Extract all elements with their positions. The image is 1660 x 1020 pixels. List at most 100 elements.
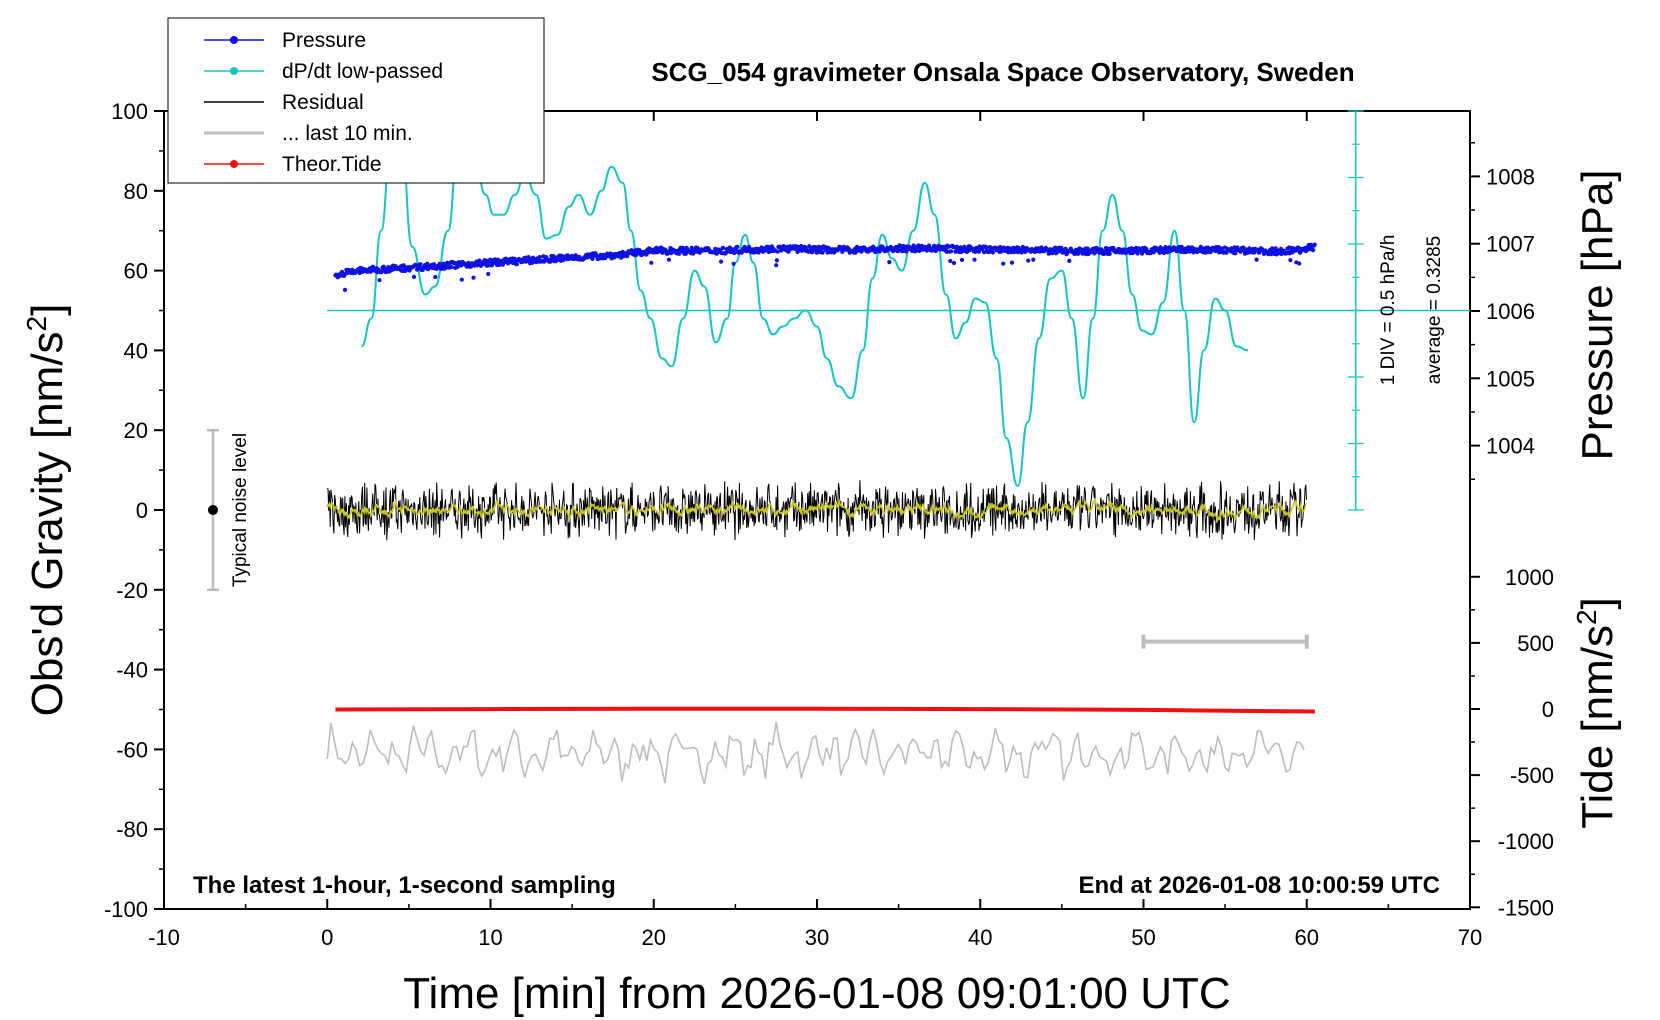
pressure-point <box>431 262 436 267</box>
y-left-tick-label: 0 <box>136 498 148 523</box>
pressure-point <box>1107 251 1112 256</box>
pressure-point <box>1233 251 1238 256</box>
pressure-point <box>807 244 812 249</box>
pressure-point <box>810 250 815 255</box>
series-layer <box>206 110 1470 785</box>
pressure-point <box>774 263 779 268</box>
pressure-tick-label: 1005 <box>1486 366 1535 391</box>
x-tick-label: 70 <box>1458 925 1482 950</box>
pressure-point <box>590 256 595 261</box>
pressure-point <box>799 243 804 249</box>
legend-entry: dP/dt low-passed <box>204 60 443 83</box>
x-axis-title: Time [min] from 2026-01-08 09:01:00 UTC <box>403 969 1230 1018</box>
legend-entry: ... last 10 min. <box>204 122 413 145</box>
pressure-point <box>887 260 892 265</box>
pressure-point <box>774 258 780 263</box>
pressure-point <box>984 245 989 250</box>
pressure-point <box>926 243 932 248</box>
pressure-tick-label: 1008 <box>1486 164 1535 189</box>
pressure-point <box>721 245 726 251</box>
axis-ticks: -10 0 10 20 30 40 50 60 70100806040200-20-40-60-… <box>104 99 1554 950</box>
x-tick-label: 20 <box>642 925 666 950</box>
pressure-point <box>486 271 491 277</box>
noise-level-center-dot <box>207 505 218 515</box>
pressure-point <box>649 260 654 265</box>
pressure-point <box>1311 248 1316 253</box>
pressure-tick-label: 1006 <box>1486 299 1535 324</box>
pressure-point <box>911 243 916 248</box>
pressure-point <box>948 258 953 264</box>
pressure-point <box>766 244 771 249</box>
y-axis-title-left-sup: 2 <box>21 316 52 332</box>
pressure-point <box>411 274 417 279</box>
pressure-point <box>719 259 724 264</box>
tide-tick-label: -1000 <box>1498 829 1554 854</box>
pressure-point <box>1151 250 1156 255</box>
y-left-tick-label: 100 <box>111 99 148 124</box>
y-axis-title-tide: Tide [nm/s2] <box>1571 597 1622 829</box>
pressure-point <box>820 250 825 255</box>
legend-label: dP/dt low-passed <box>282 60 443 83</box>
y-left-tick-label: 60 <box>124 259 148 284</box>
y-left-tick-label: 20 <box>124 418 148 443</box>
pressure-point <box>471 275 476 280</box>
legend-swatch-marker <box>230 36 238 44</box>
pressure-point <box>746 244 752 249</box>
residual-smooth-line <box>326 497 1307 522</box>
pressure-point <box>548 259 553 264</box>
pressure-point <box>459 277 464 282</box>
pressure-point <box>854 244 860 249</box>
pressure-point <box>944 249 949 254</box>
x-tick-label: 10 <box>478 925 502 950</box>
pressure-point <box>486 263 491 268</box>
pressure-point <box>379 269 384 275</box>
pressure-series <box>333 242 1317 292</box>
legend-items: Pressure dP/dt low-passed Residual ... last… <box>204 29 443 176</box>
div-label: 1 DIV = 0.5 hPa/h <box>1378 235 1399 386</box>
end-time-note: End at 2026-01-08 10:00:59 UTC <box>1079 872 1441 899</box>
last10-series-line <box>326 721 1305 785</box>
tide-tick-label: 1000 <box>1505 565 1554 590</box>
pressure-point <box>1067 258 1072 263</box>
pressure-point <box>735 244 740 249</box>
pressure-point <box>418 262 423 267</box>
pressure-point <box>948 249 954 254</box>
pressure-point <box>962 244 967 249</box>
pressure-point <box>1031 257 1036 262</box>
y-left-tick-label: -100 <box>104 897 148 922</box>
average-label: average = 0.3285 <box>1424 236 1445 384</box>
pressure-point <box>959 257 965 262</box>
pressure-point <box>779 248 784 253</box>
tide-tick-label: -500 <box>1510 763 1554 788</box>
x-tick-label: 0 <box>321 925 333 950</box>
pressure-point <box>342 287 348 292</box>
pressure-point <box>1135 251 1140 256</box>
y-left-tick-label: 40 <box>124 338 148 363</box>
dpdt-series-line <box>360 129 1249 488</box>
x-tick-label: 40 <box>968 925 992 950</box>
pressure-point <box>1009 260 1015 265</box>
pressure-point <box>1187 249 1192 254</box>
y-axis-title-left: Obs'd Gravity [nm/s2] <box>21 304 72 717</box>
legend-label: Residual <box>282 91 364 114</box>
legend-swatch-marker <box>230 160 238 168</box>
sampling-note: The latest 1-hour, 1-second sampling <box>193 872 616 899</box>
y-left-tick-label: 80 <box>124 179 148 204</box>
pressure-tick-label: 1004 <box>1486 434 1535 459</box>
pressure-point <box>951 260 957 266</box>
pressure-point <box>1288 258 1293 263</box>
legend-entry: Pressure <box>204 29 366 52</box>
y-left-tick-label: -60 <box>116 737 148 762</box>
y-left-tick-label: -80 <box>116 817 148 842</box>
pressure-point <box>1297 261 1302 266</box>
y-axis-title-tide-sup: 2 <box>1571 609 1602 625</box>
y-left-tick-label: -20 <box>116 578 148 603</box>
legend-entry: Residual <box>204 91 364 114</box>
pressure-point <box>377 278 382 283</box>
pressure-point <box>1026 258 1031 263</box>
pressure-point <box>625 254 630 259</box>
pressure-point <box>972 257 977 262</box>
noise-level-label: Typical noise level <box>230 433 251 587</box>
pressure-point <box>1312 242 1317 247</box>
